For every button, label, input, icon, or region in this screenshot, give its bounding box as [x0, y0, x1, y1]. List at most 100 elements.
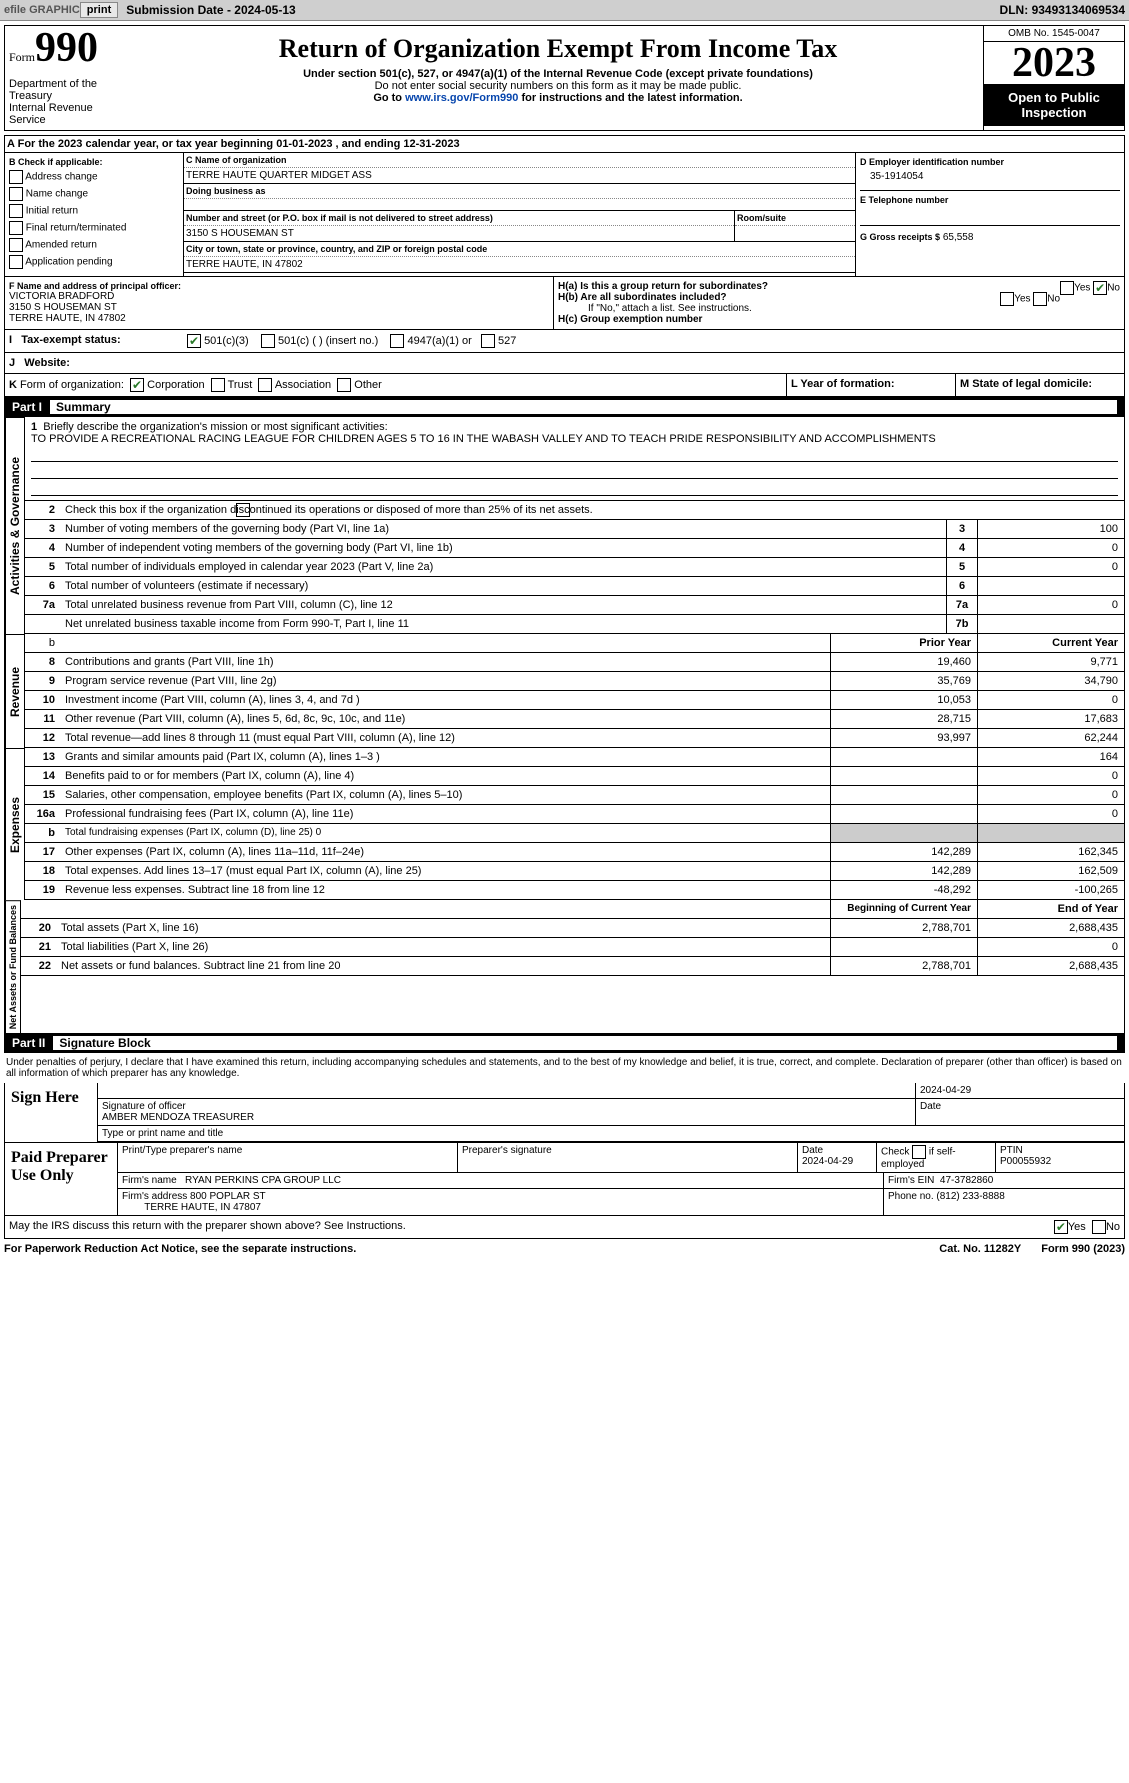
- submission-label: Submission Date -: [126, 3, 231, 17]
- checkbox-amended[interactable]: [9, 238, 23, 252]
- part2-header: Part IISignature Block: [4, 1033, 1125, 1053]
- c19: -100,265: [977, 881, 1124, 899]
- v6: [977, 577, 1124, 595]
- p19: -48,292: [830, 881, 977, 899]
- p10: 10,053: [830, 691, 977, 709]
- i-row: I Tax-exempt status: ✔ 501(c)(3) 501(c) …: [4, 330, 1125, 353]
- c14: 0: [977, 767, 1124, 785]
- checkbox-final[interactable]: [9, 221, 23, 235]
- checkbox-501c[interactable]: [261, 334, 275, 348]
- page-footer: For Paperwork Reduction Act Notice, see …: [4, 1243, 1125, 1255]
- tax-year: 2023: [984, 42, 1124, 84]
- v3: 100: [977, 520, 1124, 538]
- checkbox-4947[interactable]: [390, 334, 404, 348]
- checkbox-l2[interactable]: [236, 503, 250, 517]
- f-h-row: F Name and address of principal officer:…: [4, 277, 1125, 330]
- c21: 0: [977, 938, 1124, 956]
- gross-receipts: 65,558: [943, 232, 974, 243]
- print-button[interactable]: print: [80, 2, 118, 18]
- v4: 0: [977, 539, 1124, 557]
- officer-city: TERRE HAUTE, IN 47802: [9, 313, 549, 324]
- p16a: [830, 805, 977, 823]
- officer-sig-name: AMBER MENDOZA TREASURER: [102, 1112, 254, 1123]
- part1-header: Part ISummary: [4, 397, 1125, 417]
- k-row: K Form of organization: ✔ Corporation Tr…: [4, 374, 1125, 397]
- p11: 28,715: [830, 710, 977, 728]
- checkbox-other[interactable]: [337, 378, 351, 392]
- tab-revenue: Revenue: [5, 634, 25, 748]
- summary-expenses: Expenses 13Grants and similar amounts pa…: [4, 748, 1125, 900]
- subtitle-3: Go to www.irs.gov/Form990 for instructio…: [137, 92, 979, 104]
- firm-addr: 800 POPLAR ST: [190, 1191, 266, 1202]
- open-inspection: Open to Public Inspection: [984, 84, 1124, 126]
- checkbox-initial[interactable]: [9, 204, 23, 218]
- dept-label: Department of the Treasury Internal Reve…: [9, 78, 129, 126]
- section-d-e-g: D Employer identification number 35-1914…: [856, 153, 1124, 277]
- org-address: 3150 S HOUSEMAN ST: [184, 226, 734, 241]
- c16a: 0: [977, 805, 1124, 823]
- summary-revenue: Revenue bPrior YearCurrent Year 8Contrib…: [4, 634, 1125, 748]
- c20: 2,688,435: [977, 919, 1124, 937]
- checkbox-self[interactable]: [912, 1145, 926, 1159]
- v7b: [977, 615, 1124, 633]
- j-row: J Website:: [4, 353, 1125, 374]
- section-c: C Name of organizationTERRE HAUTE QUARTE…: [184, 153, 856, 277]
- checkbox-discuss-yes[interactable]: ✔: [1054, 1220, 1068, 1234]
- sign-here-block: Sign Here 2024-04-29 Signature of office…: [4, 1083, 1125, 1143]
- form-header: Form990 Department of the Treasury Inter…: [4, 25, 1125, 131]
- checkbox-assoc[interactable]: [258, 378, 272, 392]
- firm-phone: (812) 233-8888: [936, 1191, 1004, 1202]
- c12: 62,244: [977, 729, 1124, 747]
- irs-link[interactable]: www.irs.gov/Form990: [405, 92, 518, 104]
- c8: 9,771: [977, 653, 1124, 671]
- form-title: Return of Organization Exempt From Incom…: [137, 34, 979, 64]
- c13: 164: [977, 748, 1124, 766]
- checkbox-name[interactable]: [9, 187, 23, 201]
- tab-expenses: Expenses: [5, 748, 25, 900]
- sig-date: 2024-04-29: [915, 1083, 1124, 1098]
- p13: [830, 748, 977, 766]
- mission-text: TO PROVIDE A RECREATIONAL RACING LEAGUE …: [31, 433, 936, 445]
- org-city: TERRE HAUTE, IN 47802: [184, 257, 855, 272]
- p22: 2,788,701: [830, 957, 977, 975]
- v7a: 0: [977, 596, 1124, 614]
- summary-activities: Activities & Governance 1 Briefly descri…: [4, 417, 1125, 634]
- dln-label: DLN:: [1000, 3, 1029, 17]
- section-b: B Check if applicable: Address change Na…: [5, 153, 184, 277]
- form-number: Form990: [9, 30, 129, 68]
- prep-date: 2024-04-29: [802, 1156, 853, 1167]
- checkbox-pending[interactable]: [9, 255, 23, 269]
- tab-netassets: Net Assets or Fund Balances: [5, 900, 21, 1033]
- subtitle-2: Do not enter social security numbers on …: [137, 80, 979, 92]
- p12: 93,997: [830, 729, 977, 747]
- discuss-row: May the IRS discuss this return with the…: [4, 1216, 1125, 1239]
- c18: 162,509: [977, 862, 1124, 880]
- checkbox-trust[interactable]: [211, 378, 225, 392]
- c11: 17,683: [977, 710, 1124, 728]
- p20: 2,788,701: [830, 919, 977, 937]
- checkbox-address[interactable]: [9, 170, 23, 184]
- dln-value: 93493134069534: [1032, 3, 1125, 17]
- p15: [830, 786, 977, 804]
- officer-addr: 3150 S HOUSEMAN ST: [9, 302, 549, 313]
- checkbox-501c3[interactable]: ✔: [187, 334, 201, 348]
- officer-name: VICTORIA BRADFORD: [9, 291, 549, 302]
- checkbox-hb-yes[interactable]: [1000, 292, 1014, 306]
- p14: [830, 767, 977, 785]
- ptin: P00055932: [1000, 1156, 1051, 1167]
- c22: 2,688,435: [977, 957, 1124, 975]
- checkbox-corp[interactable]: ✔: [130, 378, 144, 392]
- p8: 19,460: [830, 653, 977, 671]
- c9: 34,790: [977, 672, 1124, 690]
- checkbox-527[interactable]: [481, 334, 495, 348]
- checkbox-ha-yes[interactable]: [1060, 281, 1074, 295]
- checkbox-hb-no[interactable]: [1033, 292, 1047, 306]
- perjury-text: Under penalties of perjury, I declare th…: [0, 1053, 1129, 1083]
- p21: [830, 938, 977, 956]
- ein: 35-1914054: [860, 167, 1120, 191]
- org-name: TERRE HAUTE QUARTER MIDGET ASS: [184, 168, 855, 183]
- checkbox-discuss-no[interactable]: [1092, 1220, 1106, 1234]
- summary-netassets: Net Assets or Fund Balances Beginning of…: [4, 900, 1125, 1033]
- subtitle-1: Under section 501(c), 527, or 4947(a)(1)…: [137, 68, 979, 80]
- checkbox-ha-no[interactable]: ✔: [1093, 281, 1107, 295]
